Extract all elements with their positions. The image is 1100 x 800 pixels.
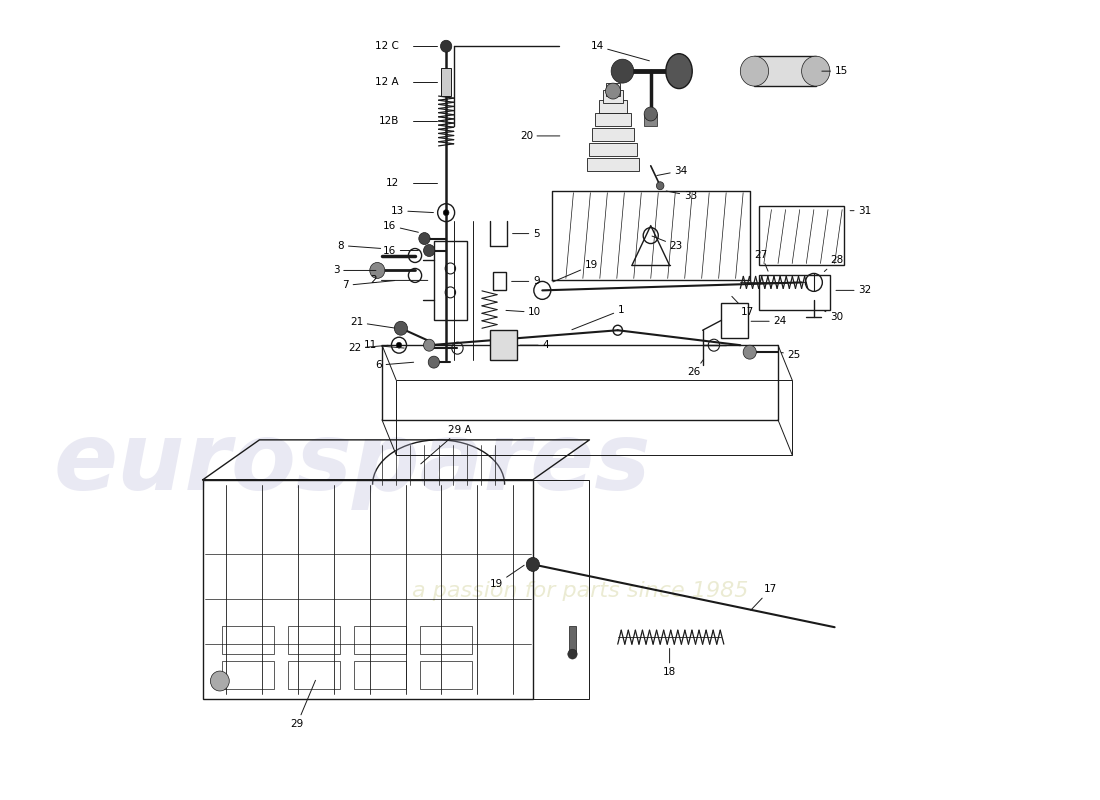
- Text: 12 C: 12 C: [375, 42, 399, 51]
- Circle shape: [605, 83, 620, 99]
- Text: 21: 21: [350, 318, 395, 328]
- Text: 6: 6: [375, 360, 414, 370]
- Circle shape: [740, 56, 769, 86]
- Bar: [491, 330, 517, 360]
- Bar: [592, 128, 635, 141]
- Text: 17: 17: [750, 584, 777, 610]
- Text: 8: 8: [338, 241, 381, 250]
- Bar: [420, 661, 472, 689]
- Bar: [354, 661, 406, 689]
- Circle shape: [568, 649, 578, 659]
- Bar: [420, 626, 472, 654]
- Circle shape: [424, 245, 434, 257]
- Text: 27: 27: [755, 250, 768, 271]
- Circle shape: [428, 356, 440, 368]
- Bar: [598, 100, 627, 113]
- Text: 1: 1: [572, 306, 625, 330]
- Bar: [603, 90, 624, 103]
- Text: 32: 32: [836, 286, 871, 295]
- Text: 30: 30: [825, 311, 843, 322]
- Text: a passion for parts since 1985: a passion for parts since 1985: [411, 582, 748, 602]
- Circle shape: [419, 233, 430, 245]
- Bar: [759, 275, 829, 310]
- Bar: [493, 273, 506, 290]
- Circle shape: [443, 210, 449, 216]
- Text: 20: 20: [520, 131, 560, 141]
- Text: 3: 3: [333, 266, 376, 275]
- Circle shape: [645, 107, 658, 121]
- Text: 24: 24: [751, 316, 786, 326]
- Text: 7: 7: [342, 280, 395, 290]
- Text: 29 A: 29 A: [421, 425, 472, 464]
- Bar: [722, 303, 748, 338]
- Text: 16: 16: [383, 221, 418, 232]
- Bar: [755, 56, 816, 86]
- Circle shape: [394, 322, 407, 335]
- Text: 2: 2: [371, 275, 428, 286]
- Text: 19: 19: [490, 566, 525, 590]
- Bar: [222, 626, 274, 654]
- Bar: [606, 83, 619, 96]
- Text: 5: 5: [513, 229, 539, 238]
- Text: 15: 15: [822, 66, 848, 76]
- Text: 14: 14: [591, 42, 649, 61]
- Text: 12 A: 12 A: [375, 77, 399, 87]
- Text: 33: 33: [667, 190, 697, 201]
- Bar: [645, 114, 658, 126]
- Text: 18: 18: [663, 649, 676, 677]
- Circle shape: [440, 40, 452, 52]
- Bar: [595, 113, 631, 126]
- Text: 28: 28: [824, 255, 843, 271]
- Circle shape: [802, 56, 829, 86]
- Text: 11: 11: [364, 340, 404, 350]
- Circle shape: [612, 59, 634, 83]
- Text: 10: 10: [506, 307, 541, 318]
- Bar: [382, 345, 778, 420]
- Text: 23: 23: [652, 236, 683, 250]
- Text: 9: 9: [512, 277, 539, 286]
- Text: 34: 34: [657, 166, 688, 176]
- Bar: [590, 143, 637, 156]
- Text: 22: 22: [348, 343, 388, 353]
- Text: 26: 26: [688, 359, 704, 377]
- Bar: [441, 68, 451, 96]
- Text: 29: 29: [290, 680, 316, 729]
- Bar: [759, 206, 844, 266]
- Bar: [433, 241, 466, 320]
- Text: 19: 19: [553, 261, 598, 282]
- Text: eurospares: eurospares: [53, 418, 650, 510]
- Text: 17: 17: [732, 296, 754, 318]
- Text: 12: 12: [386, 178, 399, 188]
- Circle shape: [424, 339, 434, 351]
- Circle shape: [526, 558, 539, 571]
- Bar: [587, 158, 639, 170]
- Bar: [532, 480, 590, 699]
- Text: 16: 16: [383, 246, 418, 255]
- Circle shape: [396, 342, 402, 348]
- Text: 4: 4: [520, 340, 549, 350]
- Text: 13: 13: [390, 206, 433, 216]
- Circle shape: [744, 345, 757, 359]
- Circle shape: [657, 182, 664, 190]
- Bar: [396, 380, 792, 455]
- Bar: [202, 480, 532, 699]
- Ellipse shape: [666, 54, 692, 89]
- Text: 12B: 12B: [378, 116, 399, 126]
- Circle shape: [370, 262, 385, 278]
- Bar: [222, 661, 274, 689]
- Bar: [354, 626, 406, 654]
- Bar: [288, 626, 340, 654]
- Circle shape: [210, 671, 229, 691]
- Text: 25: 25: [781, 350, 801, 360]
- Bar: [288, 661, 340, 689]
- Bar: [569, 626, 576, 654]
- Text: 31: 31: [850, 206, 871, 216]
